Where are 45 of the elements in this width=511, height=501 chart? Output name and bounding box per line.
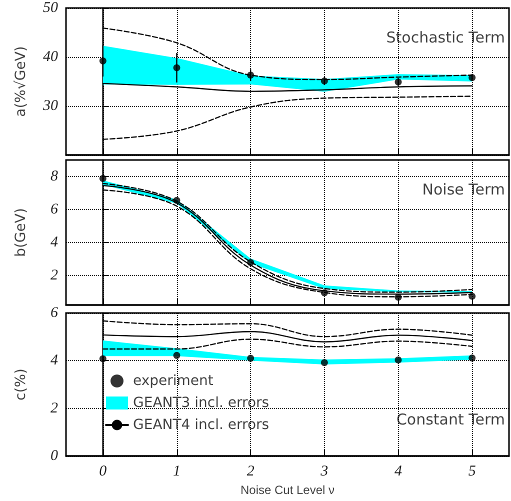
x-tick-label: 1 xyxy=(173,464,180,480)
annotation: Stochastic Term xyxy=(386,28,506,46)
y-tick-label: 8 xyxy=(50,168,58,184)
x-axis-title: Noise Cut Level ν xyxy=(240,483,335,497)
y-tick-label: 30 xyxy=(42,98,58,114)
point xyxy=(468,292,476,300)
annotation: Constant Term xyxy=(396,410,506,428)
point xyxy=(320,359,328,366)
point xyxy=(468,74,476,82)
point xyxy=(247,258,254,266)
y-tick-label: 4 xyxy=(50,234,58,250)
point xyxy=(173,64,180,72)
y-axis-title: b(GeV) xyxy=(13,208,29,257)
point xyxy=(247,354,254,362)
x-tick-label: 3 xyxy=(320,464,328,480)
annotation: Noise Term xyxy=(422,180,505,198)
y-axis-title: a(%√GeV) xyxy=(13,46,29,117)
point xyxy=(394,78,402,86)
point xyxy=(173,196,180,204)
y-tick-label: 2 xyxy=(50,267,58,284)
point xyxy=(99,57,106,64)
x-tick-label: 4 xyxy=(394,464,402,480)
y-tick-label: 6 xyxy=(50,305,58,321)
point xyxy=(320,289,328,296)
point xyxy=(173,352,180,359)
point xyxy=(99,174,106,182)
legend-label: GEANT4 incl. errors xyxy=(133,417,270,433)
legend-label: experiment xyxy=(133,373,214,389)
x-tick-label: 5 xyxy=(468,464,476,480)
y-tick-label: 2 xyxy=(50,400,58,416)
y-tick-label: 40 xyxy=(43,49,58,65)
point xyxy=(99,355,106,362)
y-tick-label: 6 xyxy=(50,201,58,218)
y-tick-label: 0 xyxy=(50,448,58,464)
point xyxy=(468,354,476,362)
y-tick-label: 50 xyxy=(43,0,58,16)
point xyxy=(394,294,402,301)
legend-label: GEANT3 incl. errors xyxy=(133,395,270,411)
point xyxy=(394,356,402,364)
point xyxy=(247,72,254,79)
point xyxy=(320,78,328,85)
x-tick-label: 2 xyxy=(246,464,255,480)
y-axis-title: c(%) xyxy=(13,368,29,400)
x-tick-label: 0 xyxy=(99,464,108,480)
y-tick-label: 4 xyxy=(50,352,58,369)
